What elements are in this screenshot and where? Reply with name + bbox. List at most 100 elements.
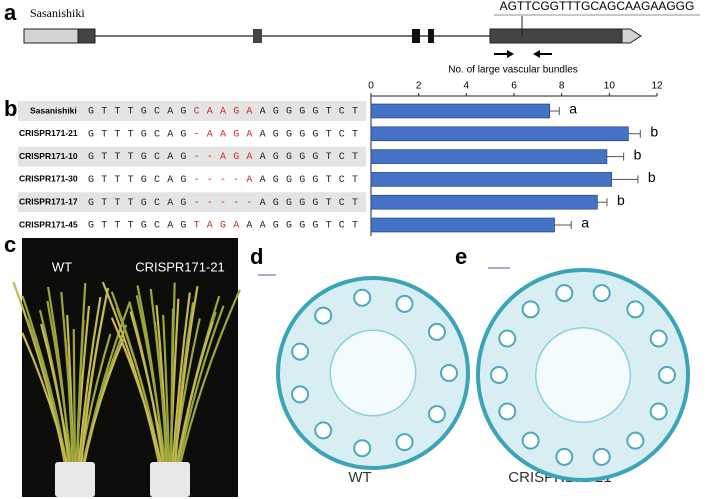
panel-label: d [250, 244, 263, 269]
error-bar [606, 152, 625, 161]
bar [370, 217, 555, 233]
vascular-bundle [440, 364, 458, 382]
row-name: CRISPR171-17 [19, 196, 78, 206]
section-label: WT [348, 469, 371, 486]
plant-leaf [170, 308, 175, 471]
target-sequence: AGTTCGGTTTGCAGCAAGAAGGG [500, 0, 695, 13]
sequence-segment: -AAGA [194, 129, 260, 140]
row-name: CRISPR171-45 [19, 219, 78, 229]
pith [329, 329, 417, 417]
significance-label: b [634, 146, 642, 162]
row-shade [18, 101, 366, 121]
vascular-bundle [626, 300, 645, 319]
plant-leaf [21, 332, 70, 471]
x-tick-label: 2 [416, 81, 422, 92]
error-bar [611, 175, 639, 184]
photo-label: WT [52, 259, 72, 274]
plant-leaf [162, 314, 171, 471]
error-bar [597, 198, 608, 207]
bar [370, 172, 613, 187]
sequence-segment: GTTTGCAG [88, 221, 194, 232]
x-tick-label: 0 [368, 81, 374, 92]
x-tick-label: 12 [651, 81, 663, 92]
x-axis-label: No. of large vascular bundles [448, 65, 578, 76]
row-shade [18, 192, 366, 213]
sequence-segment: TAGA [194, 221, 247, 232]
row-shade [18, 146, 366, 167]
sequence-segment: --AGA [194, 152, 260, 163]
bar [370, 149, 608, 164]
x-tick-label: 8 [559, 81, 565, 92]
vascular-bundle [626, 431, 645, 450]
sequence-segment: AGGGGTCT [260, 152, 366, 163]
sequence-segment: ----- [194, 198, 260, 209]
plant-leaf [177, 289, 241, 471]
panel-label: c [4, 232, 16, 257]
plant-leaf [72, 328, 77, 471]
row-name: Sasanishiki [30, 105, 77, 115]
panel-label: e [455, 244, 467, 269]
pot [150, 462, 190, 497]
vascular-bundle [498, 402, 517, 421]
photo-label: CRISPR171-21 [135, 259, 225, 274]
cross-sections: WT CRISPR171-21 [258, 267, 690, 486]
plant-leaf [135, 295, 168, 471]
significance-label: b [650, 124, 658, 140]
sequence-segment: AGGGGTCT [260, 107, 366, 118]
plant-leaf [81, 338, 125, 471]
sequence-segment: AGGGGTCT [260, 198, 366, 209]
vascular-bundle [521, 300, 540, 319]
sequence-segment: GTTTGCAG [88, 152, 194, 163]
plant-leaf [60, 291, 76, 471]
row-name: CRISPR171-30 [19, 174, 78, 184]
plant-leaf [101, 281, 162, 471]
sequence-segment: GTTTGCAG [88, 107, 194, 118]
bar [370, 103, 551, 119]
plant-leaf [176, 305, 225, 471]
error-bar [549, 107, 560, 115]
plant-leaf [176, 321, 214, 471]
significance-label: a [581, 215, 589, 231]
pot [55, 462, 95, 497]
plant-leaf [46, 300, 73, 471]
row-name: CRISPR171-10 [19, 151, 78, 161]
plant-leaf [149, 288, 170, 471]
panel-label: a [4, 0, 17, 25]
plant-leaf [40, 323, 73, 471]
plant-leaf [110, 317, 164, 471]
bar [370, 126, 629, 142]
sequence-segment: CAAGA [194, 107, 260, 118]
significance-label: a [569, 101, 577, 117]
panel-label: b [4, 96, 17, 121]
x-tick-label: 10 [604, 81, 616, 92]
plant-leaf [12, 281, 68, 471]
vascular-bundle [395, 433, 414, 452]
error-bar [628, 129, 641, 138]
significance-label: b [648, 169, 656, 185]
vascular-bundle [649, 402, 668, 421]
gene-name: Sasanishiki [30, 6, 85, 20]
vascular-bundle [314, 421, 333, 440]
vascular-bundle [353, 439, 372, 458]
vascular-bundle [521, 431, 540, 450]
vascular-bundle [353, 288, 372, 307]
x-tick-label: 6 [511, 81, 517, 92]
vascular-bundle [498, 329, 517, 348]
plant-leaf [76, 319, 85, 471]
error-bar [554, 221, 572, 229]
vascular-bundle [427, 322, 446, 341]
gene-model: Sasanishiki AGTTCGGTTTGCAGCAAGAAGGG [23, 0, 700, 58]
pith [535, 327, 631, 423]
plant-photo: WT CRISPR171-21 [12, 238, 241, 497]
vascular-bundle [395, 294, 414, 313]
vascular-bundle [555, 284, 574, 303]
sequence-segment: GTTTGCAG [88, 175, 194, 186]
significance-label: b [617, 192, 625, 208]
vascular-bundle [649, 329, 668, 348]
vascular-bundle [291, 385, 310, 404]
vascular-bundle [427, 405, 446, 424]
sequence-segment: AGGGGTCT [260, 175, 366, 186]
vascular-bundle [291, 342, 310, 361]
bar [370, 194, 598, 210]
plant-leaf [79, 287, 110, 471]
